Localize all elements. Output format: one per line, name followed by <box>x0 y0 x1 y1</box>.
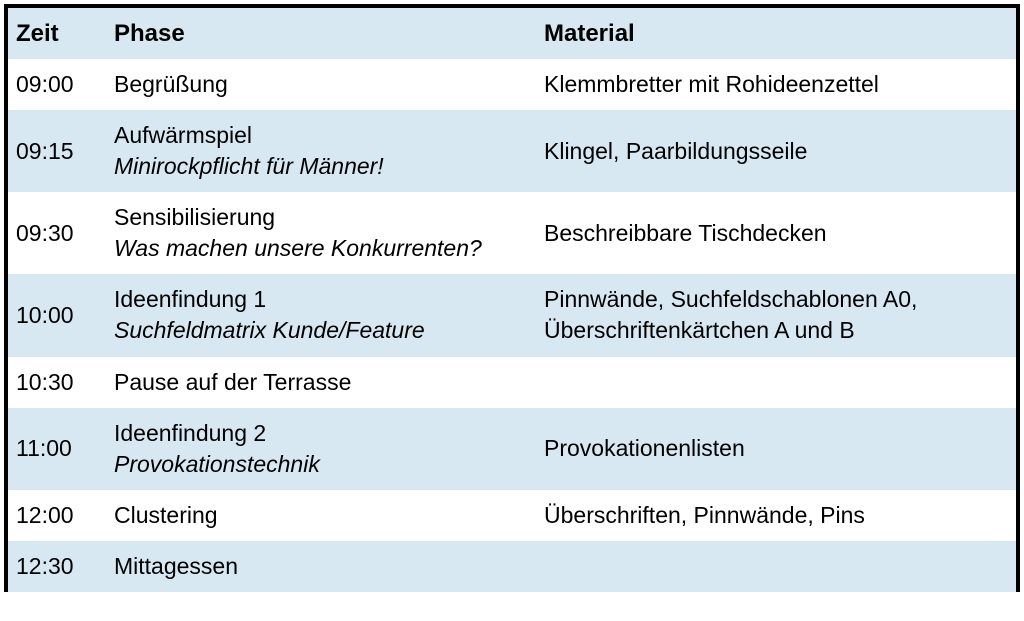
cell-zeit: 10:30 <box>16 367 114 398</box>
table-row: 11:00 Ideenfindung 2 Provokationstechnik… <box>8 408 1016 490</box>
phase-main: Sensibilisierung <box>114 204 275 230</box>
cell-zeit: 10:00 <box>16 300 114 331</box>
cell-material: Provokationenlisten <box>544 433 1008 464</box>
header-zeit: Zeit <box>16 18 114 49</box>
table-row: 09:30 Sensibilisierung Was machen unsere… <box>8 192 1016 274</box>
phase-main: Mittagessen <box>114 553 238 579</box>
cell-phase: Mittagessen <box>114 551 544 582</box>
cell-zeit: 09:00 <box>16 69 114 100</box>
table-row: 10:30 Pause auf der Terrasse <box>8 357 1016 408</box>
table-row: 12:00 Clustering Überschriften, Pinnwänd… <box>8 490 1016 541</box>
phase-main: Begrüßung <box>114 71 228 97</box>
cell-material: Klingel, Paarbildungsseile <box>544 136 1008 167</box>
phase-sub: Provokationstechnik <box>114 449 532 480</box>
cell-phase: Aufwärmspiel Minirockpflicht für Männer! <box>114 120 544 182</box>
table-row: 09:15 Aufwärmspiel Minirockpflicht für M… <box>8 110 1016 192</box>
header-phase: Phase <box>114 18 544 49</box>
phase-sub: Suchfeldmatrix Kunde/Feature <box>114 315 532 346</box>
schedule-table: Zeit Phase Material 09:00 Begrüßung Klem… <box>4 4 1020 592</box>
phase-main: Clustering <box>114 502 218 528</box>
cell-phase: Ideenfindung 1 Suchfeldmatrix Kunde/Feat… <box>114 284 544 346</box>
cell-phase: Sensibilisierung Was machen unsere Konku… <box>114 202 544 264</box>
cell-zeit: 12:30 <box>16 551 114 582</box>
phase-main: Aufwärmspiel <box>114 122 252 148</box>
cell-zeit: 11:00 <box>16 433 114 464</box>
header-material: Material <box>544 18 1008 49</box>
cell-phase: Begrüßung <box>114 69 544 100</box>
cell-material: Überschriften, Pinnwände, Pins <box>544 500 1008 531</box>
cell-phase: Clustering <box>114 500 544 531</box>
cell-material: Pinnwände, Suchfeldschablonen A0, Übersc… <box>544 284 1008 346</box>
cell-zeit: 09:30 <box>16 218 114 249</box>
phase-sub: Was machen unsere Konkurrenten? <box>114 233 532 264</box>
cell-material: Beschreibbare Tischdecken <box>544 218 1008 249</box>
table-row: 12:30 Mittagessen <box>8 541 1016 592</box>
table-header-row: Zeit Phase Material <box>8 8 1016 59</box>
phase-main: Pause auf der Terrasse <box>114 369 351 395</box>
table-row: 09:00 Begrüßung Klemmbretter mit Rohidee… <box>8 59 1016 110</box>
phase-sub: Minirockpflicht für Männer! <box>114 151 532 182</box>
phase-main: Ideenfindung 1 <box>114 286 266 312</box>
cell-phase: Ideenfindung 2 Provokationstechnik <box>114 418 544 480</box>
cell-material: Klemmbretter mit Rohideenzettel <box>544 69 1008 100</box>
cell-zeit: 12:00 <box>16 500 114 531</box>
table-row: 10:00 Ideenfindung 1 Suchfeldmatrix Kund… <box>8 274 1016 356</box>
cell-phase: Pause auf der Terrasse <box>114 367 544 398</box>
cell-zeit: 09:15 <box>16 136 114 167</box>
phase-main: Ideenfindung 2 <box>114 420 266 446</box>
